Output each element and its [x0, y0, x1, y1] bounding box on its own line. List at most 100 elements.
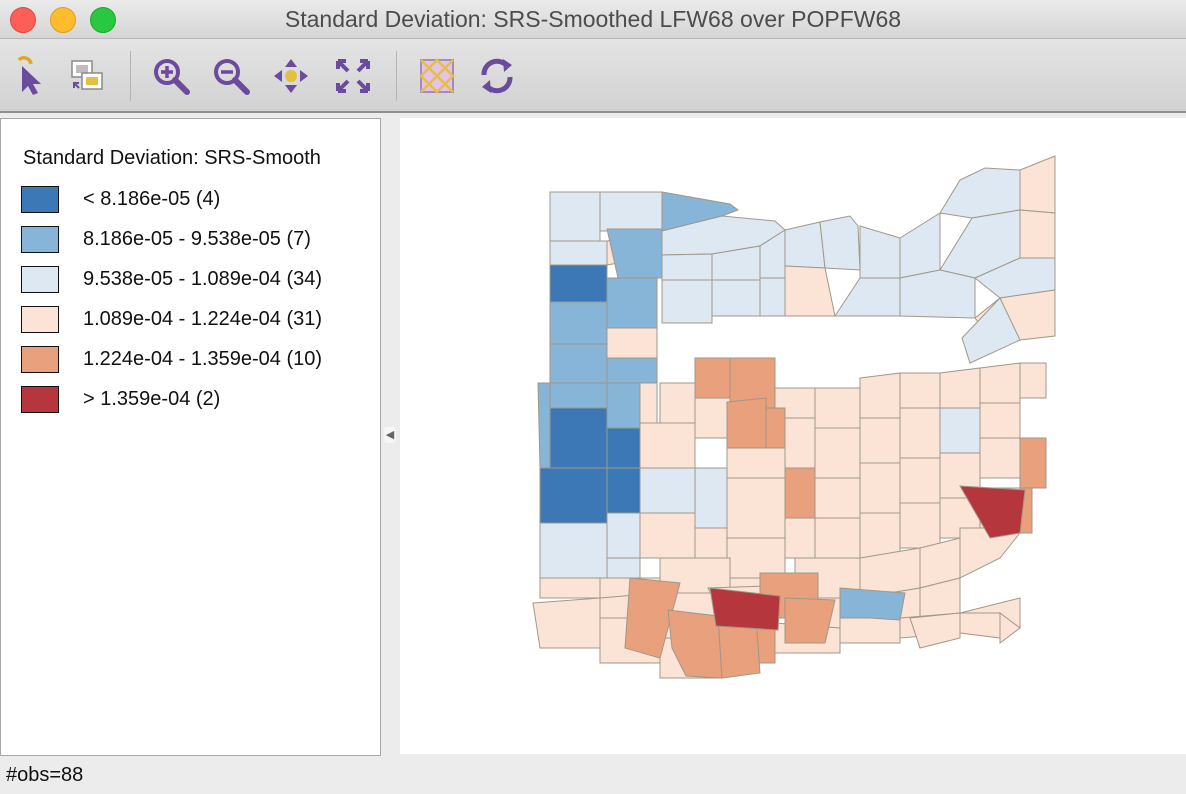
county-polygon[interactable] — [606, 327, 658, 359]
county-polygon[interactable] — [859, 417, 901, 464]
county-polygon[interactable] — [549, 264, 608, 303]
close-window-button[interactable] — [10, 7, 36, 33]
county-polygon[interactable] — [539, 577, 601, 599]
county-polygon[interactable] — [859, 225, 901, 279]
county-polygon[interactable] — [599, 191, 663, 232]
maximize-window-button[interactable] — [90, 7, 116, 33]
county-polygon[interactable] — [726, 477, 786, 539]
county-polygon[interactable] — [606, 512, 641, 559]
county-polygon[interactable] — [899, 212, 941, 279]
county-polygon[interactable] — [1019, 155, 1056, 214]
county-polygon[interactable] — [859, 512, 901, 559]
title-bar: Standard Deviation: SRS-Smoothed LFW68 o… — [0, 0, 1186, 39]
county-polygon[interactable] — [899, 269, 976, 319]
county-polygon[interactable] — [814, 387, 861, 429]
county-polygon[interactable] — [839, 617, 901, 644]
county-polygon[interactable] — [606, 467, 641, 514]
county-polygon[interactable] — [606, 228, 663, 279]
county-polygon[interactable] — [939, 367, 981, 409]
county-polygon[interactable] — [532, 597, 601, 649]
county-polygon[interactable] — [659, 382, 696, 424]
county-polygon[interactable] — [814, 477, 861, 519]
county-polygon[interactable] — [859, 462, 901, 514]
county-polygon[interactable] — [814, 517, 861, 564]
county-polygon[interactable] — [784, 265, 836, 317]
splitter-handle-icon[interactable]: ◀ — [384, 427, 396, 443]
county-polygon[interactable] — [899, 457, 941, 504]
choropleth-map[interactable] — [400, 118, 1186, 754]
copy-map-icon[interactable] — [66, 55, 108, 97]
county-polygon[interactable] — [549, 343, 608, 384]
county-polygon[interactable] — [639, 512, 696, 559]
selectable-shapes-icon[interactable] — [416, 55, 458, 97]
county-polygon[interactable] — [759, 277, 786, 317]
county-polygon[interactable] — [726, 537, 786, 579]
legend-title: Standard Deviation: SRS-Smooth — [23, 147, 321, 169]
zoom-in-icon[interactable] — [150, 55, 192, 97]
panel-splitter[interactable]: ◀ — [381, 118, 398, 754]
refresh-icon[interactable] — [476, 55, 518, 97]
county-polygon[interactable] — [539, 467, 608, 524]
county-polygon[interactable] — [661, 279, 713, 324]
county-polygon[interactable] — [959, 485, 1026, 539]
county-polygon[interactable] — [711, 279, 761, 317]
county-polygon[interactable] — [839, 587, 906, 621]
county-polygon[interactable] — [1019, 362, 1047, 399]
county-polygon[interactable] — [624, 577, 681, 659]
county-polygon[interactable] — [549, 407, 608, 469]
county-polygon[interactable] — [726, 397, 767, 449]
county-polygon[interactable] — [979, 437, 1021, 479]
county-polygon[interactable] — [549, 191, 601, 242]
county-polygon[interactable] — [959, 612, 1001, 639]
county-polygon[interactable] — [726, 447, 786, 479]
county-polygon[interactable] — [606, 382, 641, 429]
county-polygon[interactable] — [606, 277, 658, 329]
county-polygon[interactable] — [549, 301, 608, 345]
county-polygon[interactable] — [667, 609, 723, 679]
zoom-out-icon[interactable] — [210, 55, 252, 97]
pan-icon[interactable] — [270, 55, 312, 97]
map-panel[interactable] — [400, 118, 1186, 754]
county-polygon[interactable] — [661, 191, 740, 232]
county-polygon[interactable] — [961, 297, 1021, 364]
county-polygon[interactable] — [694, 357, 731, 399]
county-polygon[interactable] — [784, 417, 816, 469]
county-polygon[interactable] — [639, 422, 696, 469]
county-polygon[interactable] — [709, 587, 781, 631]
county-polygon[interactable] — [639, 382, 658, 424]
county-polygon[interactable] — [974, 257, 1056, 299]
select-icon[interactable] — [8, 55, 50, 97]
county-polygon[interactable] — [979, 362, 1021, 404]
county-polygon[interactable] — [784, 467, 816, 519]
county-polygon[interactable] — [606, 427, 641, 469]
county-polygon[interactable] — [694, 397, 731, 439]
county-polygon[interactable] — [899, 502, 941, 549]
county-polygon[interactable] — [899, 372, 941, 409]
fit-to-window-icon[interactable] — [332, 55, 374, 97]
county-polygon[interactable] — [979, 402, 1021, 439]
county-polygon[interactable] — [834, 277, 901, 317]
county-polygon[interactable] — [909, 612, 961, 649]
county-polygon[interactable] — [859, 372, 901, 419]
county-polygon[interactable] — [784, 517, 816, 559]
county-polygon[interactable] — [899, 407, 941, 459]
county-polygon[interactable] — [549, 382, 608, 409]
county-polygon[interactable] — [939, 407, 981, 454]
county-polygon[interactable] — [999, 612, 1021, 644]
county-polygon[interactable] — [661, 253, 713, 281]
county-polygon[interactable] — [694, 467, 728, 529]
county-polygon[interactable] — [606, 357, 658, 384]
county-polygon[interactable] — [939, 167, 1021, 219]
county-polygon[interactable] — [539, 522, 608, 579]
county-polygon[interactable] — [819, 215, 861, 271]
county-polygon[interactable] — [784, 221, 826, 269]
legend-swatch — [21, 266, 59, 293]
county-polygon[interactable] — [784, 597, 836, 644]
county-polygon[interactable] — [814, 427, 861, 479]
county-polygon[interactable] — [549, 240, 608, 266]
minimize-window-button[interactable] — [50, 7, 76, 33]
county-polygon[interactable] — [1019, 209, 1056, 259]
legend-label: 8.186e-05 - 9.538e-05 (7) — [83, 228, 311, 250]
county-polygon[interactable] — [639, 467, 696, 514]
county-polygon[interactable] — [1019, 437, 1047, 489]
